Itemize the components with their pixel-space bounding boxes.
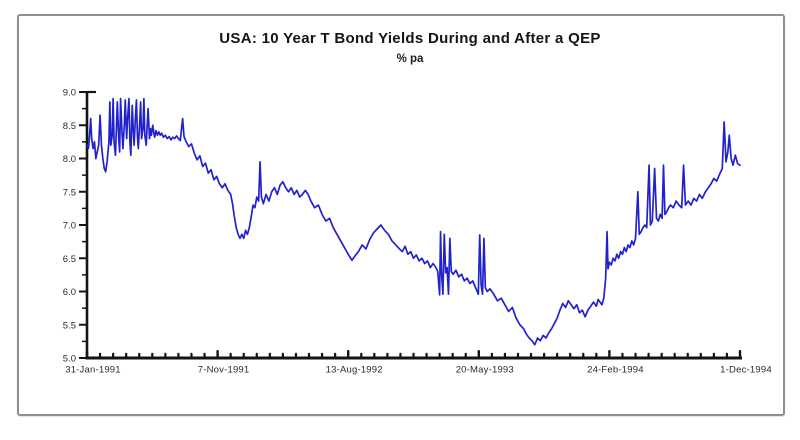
x-minor-tick — [595, 352, 598, 358]
x-major-tick — [347, 350, 350, 358]
y-tick-label: 5.5 — [63, 320, 76, 331]
x-minor-tick — [294, 352, 298, 358]
x-minor-tick — [673, 352, 676, 358]
x-minor-tick — [490, 352, 493, 358]
x-minor-tick — [529, 352, 533, 358]
x-minor-tick — [516, 352, 520, 358]
y-tick-label: 8.5 — [63, 121, 76, 132]
x-minor-tick — [229, 352, 232, 358]
x-minor-tick — [190, 352, 193, 358]
x-minor-tick — [334, 352, 337, 358]
x-minor-tick — [686, 352, 689, 358]
x-minor-tick — [725, 352, 729, 358]
x-minor-tick — [164, 352, 167, 358]
x-major-tick — [216, 350, 219, 358]
x-minor-tick — [425, 352, 428, 358]
y-tick-label: 6.5 — [63, 254, 76, 265]
x-minor-tick — [373, 352, 376, 358]
x-minor-tick — [98, 352, 102, 358]
x-minor-tick — [647, 352, 650, 358]
x-tick-label: 31-Jan-1991 — [65, 365, 121, 376]
x-minor-tick — [660, 352, 663, 358]
chart-subtitle: % pa — [396, 53, 424, 65]
yield-line — [86, 97, 741, 346]
x-minor-tick — [386, 352, 389, 358]
x-minor-tick — [112, 352, 115, 358]
x-minor-tick — [699, 352, 702, 358]
x-minor-tick — [255, 352, 258, 358]
x-minor-tick — [125, 352, 128, 358]
x-major-tick — [608, 350, 611, 358]
x-minor-tick — [138, 352, 141, 358]
x-major-tick — [85, 350, 89, 358]
x-minor-tick — [281, 352, 284, 358]
x-minor-tick — [543, 352, 546, 358]
x-minor-tick — [582, 352, 585, 358]
x-tick-label: 1-Dec-1994 — [720, 365, 772, 376]
x-minor-tick — [320, 352, 324, 358]
x-minor-tick — [412, 352, 415, 358]
y-tick-label: 8.0 — [63, 154, 76, 165]
x-minor-tick — [151, 352, 154, 358]
x-minor-tick — [307, 352, 311, 358]
y-tick-label: 5.0 — [63, 354, 76, 365]
x-minor-tick — [634, 352, 637, 358]
x-minor-tick — [569, 352, 572, 358]
x-minor-tick — [464, 352, 467, 358]
x-minor-tick — [503, 352, 507, 358]
x-minor-tick — [556, 352, 559, 358]
y-tick-label: 7.5 — [63, 187, 76, 198]
x-minor-tick — [399, 352, 402, 358]
y-tick-label: 6.0 — [63, 287, 76, 298]
y-tick-label: 9.0 — [63, 88, 76, 99]
x-minor-tick — [621, 352, 624, 358]
x-tick-label: 7-Nov-1991 — [198, 365, 250, 376]
x-minor-tick — [242, 352, 245, 358]
x-minor-tick — [438, 352, 441, 358]
x-major-tick — [738, 350, 742, 358]
x-minor-tick — [360, 352, 363, 358]
x-minor-tick — [177, 352, 180, 358]
x-minor-tick — [203, 352, 206, 358]
x-major-tick — [477, 350, 480, 358]
x-tick-label: 24-Feb-1994 — [587, 365, 644, 376]
x-minor-tick — [451, 352, 454, 358]
y-tick-label: 7.0 — [63, 221, 76, 232]
x-tick-label: 13-Aug-1992 — [326, 365, 383, 376]
x-minor-tick — [712, 352, 715, 358]
x-tick-label: 20-May-1993 — [456, 365, 514, 376]
chart-title: USA: 10 Year T Bond Yields During and Af… — [219, 30, 601, 47]
x-minor-tick — [268, 352, 271, 358]
